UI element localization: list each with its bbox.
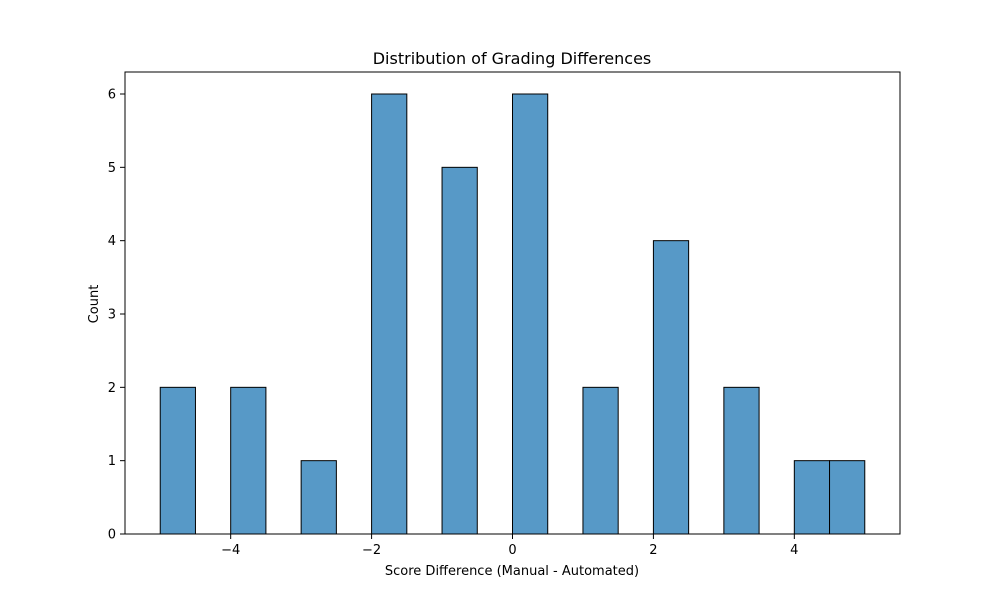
y-tick-label: 6 [108,88,116,103]
histogram-bar-4 [441,166,478,535]
x-tick-label: −4 [221,543,240,558]
histogram-bar-10 [829,460,866,535]
x-axis-ticks: −4 −2 0 2 4 [221,534,798,558]
bars-group [159,93,866,535]
y-tick-label: 3 [108,308,116,323]
histogram-bar-7 [652,240,690,535]
histogram-bar-6 [582,386,619,535]
y-tick-label: 0 [108,528,116,543]
y-axis-label: Count [87,285,102,324]
x-tick-label: 4 [790,543,798,558]
histogram-bar-2 [300,460,337,535]
x-tick-label: 0 [508,543,516,558]
y-tick-label: 4 [108,234,116,249]
y-axis-ticks: 0 1 2 3 4 5 6 [108,88,125,543]
histogram-bar-0 [159,386,196,535]
histogram-bar-9 [793,460,831,535]
histogram-bar-5 [512,93,549,535]
histogram-bar-1 [230,386,267,535]
histogram-bar-8 [723,386,760,535]
y-tick-label: 2 [108,381,116,396]
y-tick-label: 1 [108,454,116,469]
x-tick-label: 2 [649,543,657,558]
y-tick-label: 5 [108,161,116,176]
histogram-bar-3 [371,93,408,535]
x-axis-label: Score Difference (Manual - Automated) [385,564,639,579]
x-tick-label: −2 [362,543,381,558]
chart-title: Distribution of Grading Differences [373,49,652,68]
